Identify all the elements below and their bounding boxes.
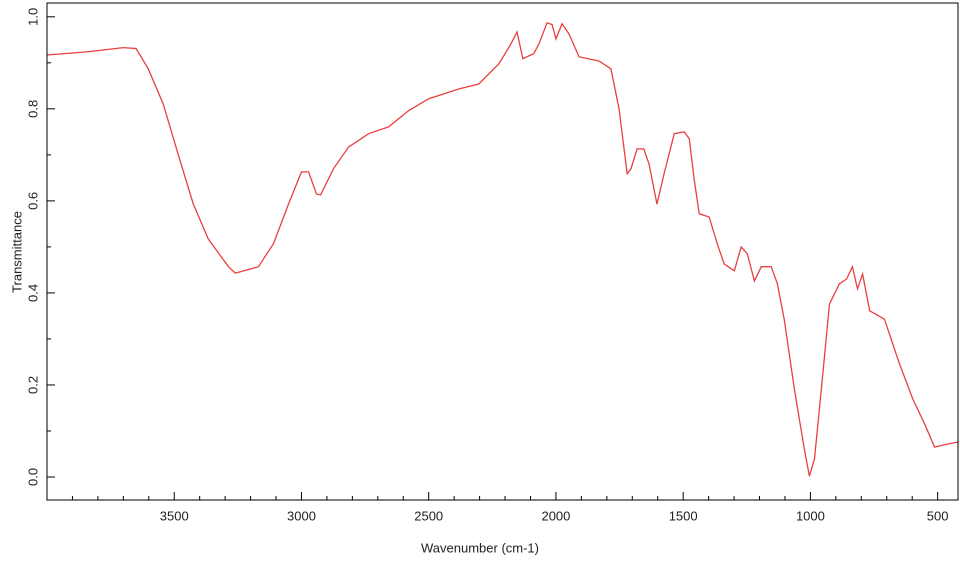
- x-tick-label: 1000: [796, 508, 825, 523]
- x-tick-label: 2000: [541, 508, 570, 523]
- y-tick-label: 1.0: [25, 8, 40, 26]
- x-tick-label: 1500: [669, 508, 698, 523]
- y-tick-label: 0.8: [25, 100, 40, 118]
- y-axis-label: Transmittance: [9, 211, 24, 293]
- x-tick-label: 3000: [287, 508, 316, 523]
- y-tick-label: 0.4: [25, 284, 40, 302]
- x-tick-label: 2500: [414, 508, 443, 523]
- x-tick-label: 500: [927, 508, 949, 523]
- x-axis-label: Wavenumber (cm-1): [421, 540, 539, 555]
- y-tick-label: 0.6: [25, 192, 40, 210]
- y-tick-label: 0.0: [25, 468, 40, 486]
- y-tick-label: 0.2: [25, 376, 40, 394]
- x-tick-label: 3500: [160, 508, 189, 523]
- plot-frame: [46, 2, 959, 501]
- spectrum-line: [47, 21, 958, 477]
